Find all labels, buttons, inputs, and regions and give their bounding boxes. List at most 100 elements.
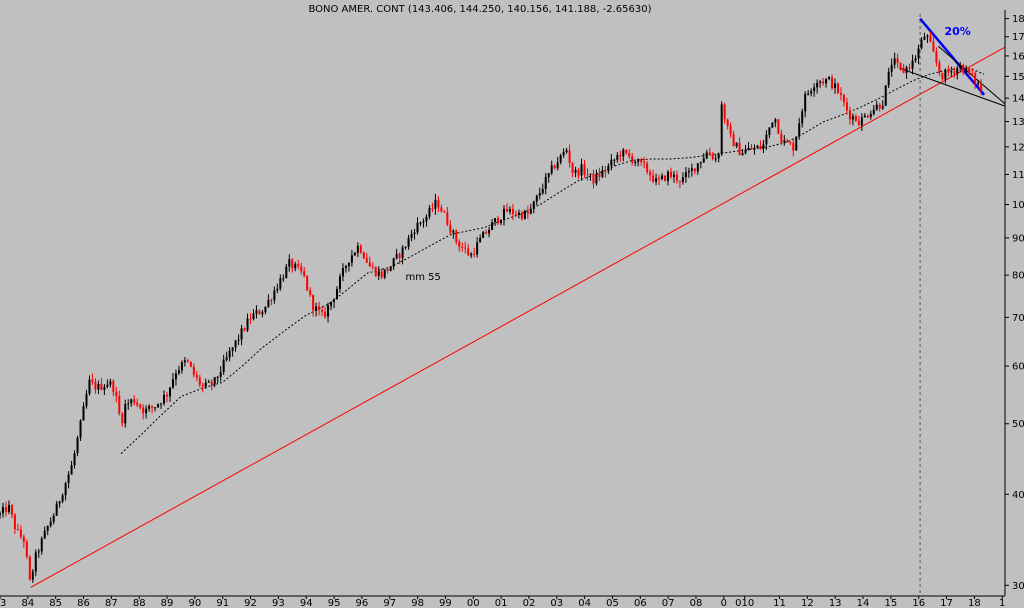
- candle-body: [279, 278, 282, 289]
- candle-body: [723, 104, 726, 120]
- candle-body: [935, 51, 938, 63]
- candle-body: [911, 60, 914, 69]
- candle-body: [753, 147, 756, 150]
- candle-body: [792, 143, 795, 151]
- candle-body: [374, 267, 377, 276]
- candle-body: [586, 174, 589, 176]
- candle-body: [505, 208, 508, 212]
- candle-body: [917, 48, 920, 59]
- candle-body: [875, 104, 878, 110]
- candle-body: [896, 58, 899, 63]
- candle-body: [598, 173, 601, 177]
- candle-body: [652, 175, 655, 182]
- candle-body: [13, 514, 16, 530]
- candle-body: [771, 122, 774, 128]
- candle-body: [321, 309, 324, 312]
- candle-body: [589, 173, 592, 175]
- candle-body: [851, 116, 854, 120]
- x-tick-label: 88: [133, 598, 146, 608]
- y-tick-label: 160: [1012, 51, 1024, 62]
- candle-body: [780, 133, 783, 143]
- candle-body: [76, 437, 79, 454]
- candle-body: [717, 154, 720, 159]
- candle-body: [446, 212, 449, 225]
- x-tick-label: 93: [272, 598, 285, 608]
- candle-body: [684, 172, 687, 178]
- candle-body: [4, 507, 7, 512]
- candle-body: [977, 83, 980, 85]
- candle-body: [735, 142, 738, 147]
- candle-body: [834, 83, 837, 89]
- candle-body: [64, 483, 67, 496]
- candle-body: [273, 290, 276, 301]
- candle-body: [547, 173, 550, 178]
- candle-body: [574, 169, 577, 173]
- candle-body: [419, 222, 422, 224]
- candle-body: [240, 328, 243, 340]
- candle-body: [801, 111, 804, 124]
- candle-body: [324, 311, 327, 317]
- candle-body: [822, 81, 825, 84]
- x-tick-label: 98: [411, 598, 424, 608]
- candle-body: [386, 269, 389, 272]
- y-tick-label: 30: [1012, 581, 1024, 592]
- candle-body: [959, 64, 962, 69]
- candle-body: [508, 209, 511, 212]
- x-tick-label: 08: [690, 598, 703, 608]
- candle-body: [431, 208, 434, 210]
- candle-body: [583, 164, 586, 175]
- x-tick-label: 96: [356, 598, 369, 608]
- candle-body: [502, 208, 505, 221]
- x-tick-label: 87: [105, 598, 118, 608]
- candle-body: [529, 209, 532, 214]
- y-tick-label: 130: [1012, 117, 1024, 128]
- candle-body: [628, 153, 631, 157]
- candle-body: [541, 189, 544, 194]
- candle-body: [151, 406, 154, 408]
- candle-body: [168, 387, 171, 397]
- candle-body: [473, 253, 476, 255]
- candle-body: [592, 173, 595, 184]
- candle-body: [195, 374, 198, 378]
- x-tick-label: 07: [662, 598, 675, 608]
- candle-body: [344, 266, 347, 269]
- candle-body: [136, 402, 139, 405]
- candle-body: [437, 199, 440, 208]
- candle-body: [82, 406, 85, 421]
- candle-body: [401, 247, 404, 259]
- x-tick-label: 16: [912, 598, 925, 608]
- candle-body: [368, 262, 371, 267]
- candle-body: [538, 193, 541, 196]
- y-tick-label: 50: [1012, 419, 1024, 430]
- candle-body: [956, 68, 959, 74]
- candle-body: [157, 404, 160, 408]
- candle-body: [714, 158, 717, 160]
- x-tick-label: 06: [634, 598, 647, 608]
- candle-body: [180, 362, 183, 371]
- candle-body: [848, 110, 851, 120]
- y-tick-label: 110: [1012, 170, 1024, 181]
- candle-body: [720, 104, 723, 155]
- candle-body: [932, 41, 935, 52]
- x-tick-label: 00: [467, 598, 480, 608]
- candle-body: [971, 73, 974, 75]
- candle-body: [523, 210, 526, 219]
- candle-body: [183, 360, 186, 363]
- candle-body: [556, 162, 559, 169]
- candle-body: [61, 495, 64, 502]
- candle-body: [16, 529, 19, 531]
- candle-body: [404, 246, 407, 248]
- candle-body: [839, 93, 842, 96]
- candle-body: [664, 175, 667, 181]
- candle-body: [225, 357, 228, 360]
- candle-body: [744, 149, 747, 154]
- candle-body: [610, 159, 613, 166]
- candle-body: [962, 64, 965, 73]
- candle-body: [291, 259, 294, 269]
- candle-body: [905, 67, 908, 73]
- candle-body: [866, 115, 869, 118]
- moving-average-layer: [120, 67, 985, 454]
- candle-body: [640, 158, 643, 162]
- candle-body: [449, 224, 452, 233]
- candle-body: [434, 199, 437, 209]
